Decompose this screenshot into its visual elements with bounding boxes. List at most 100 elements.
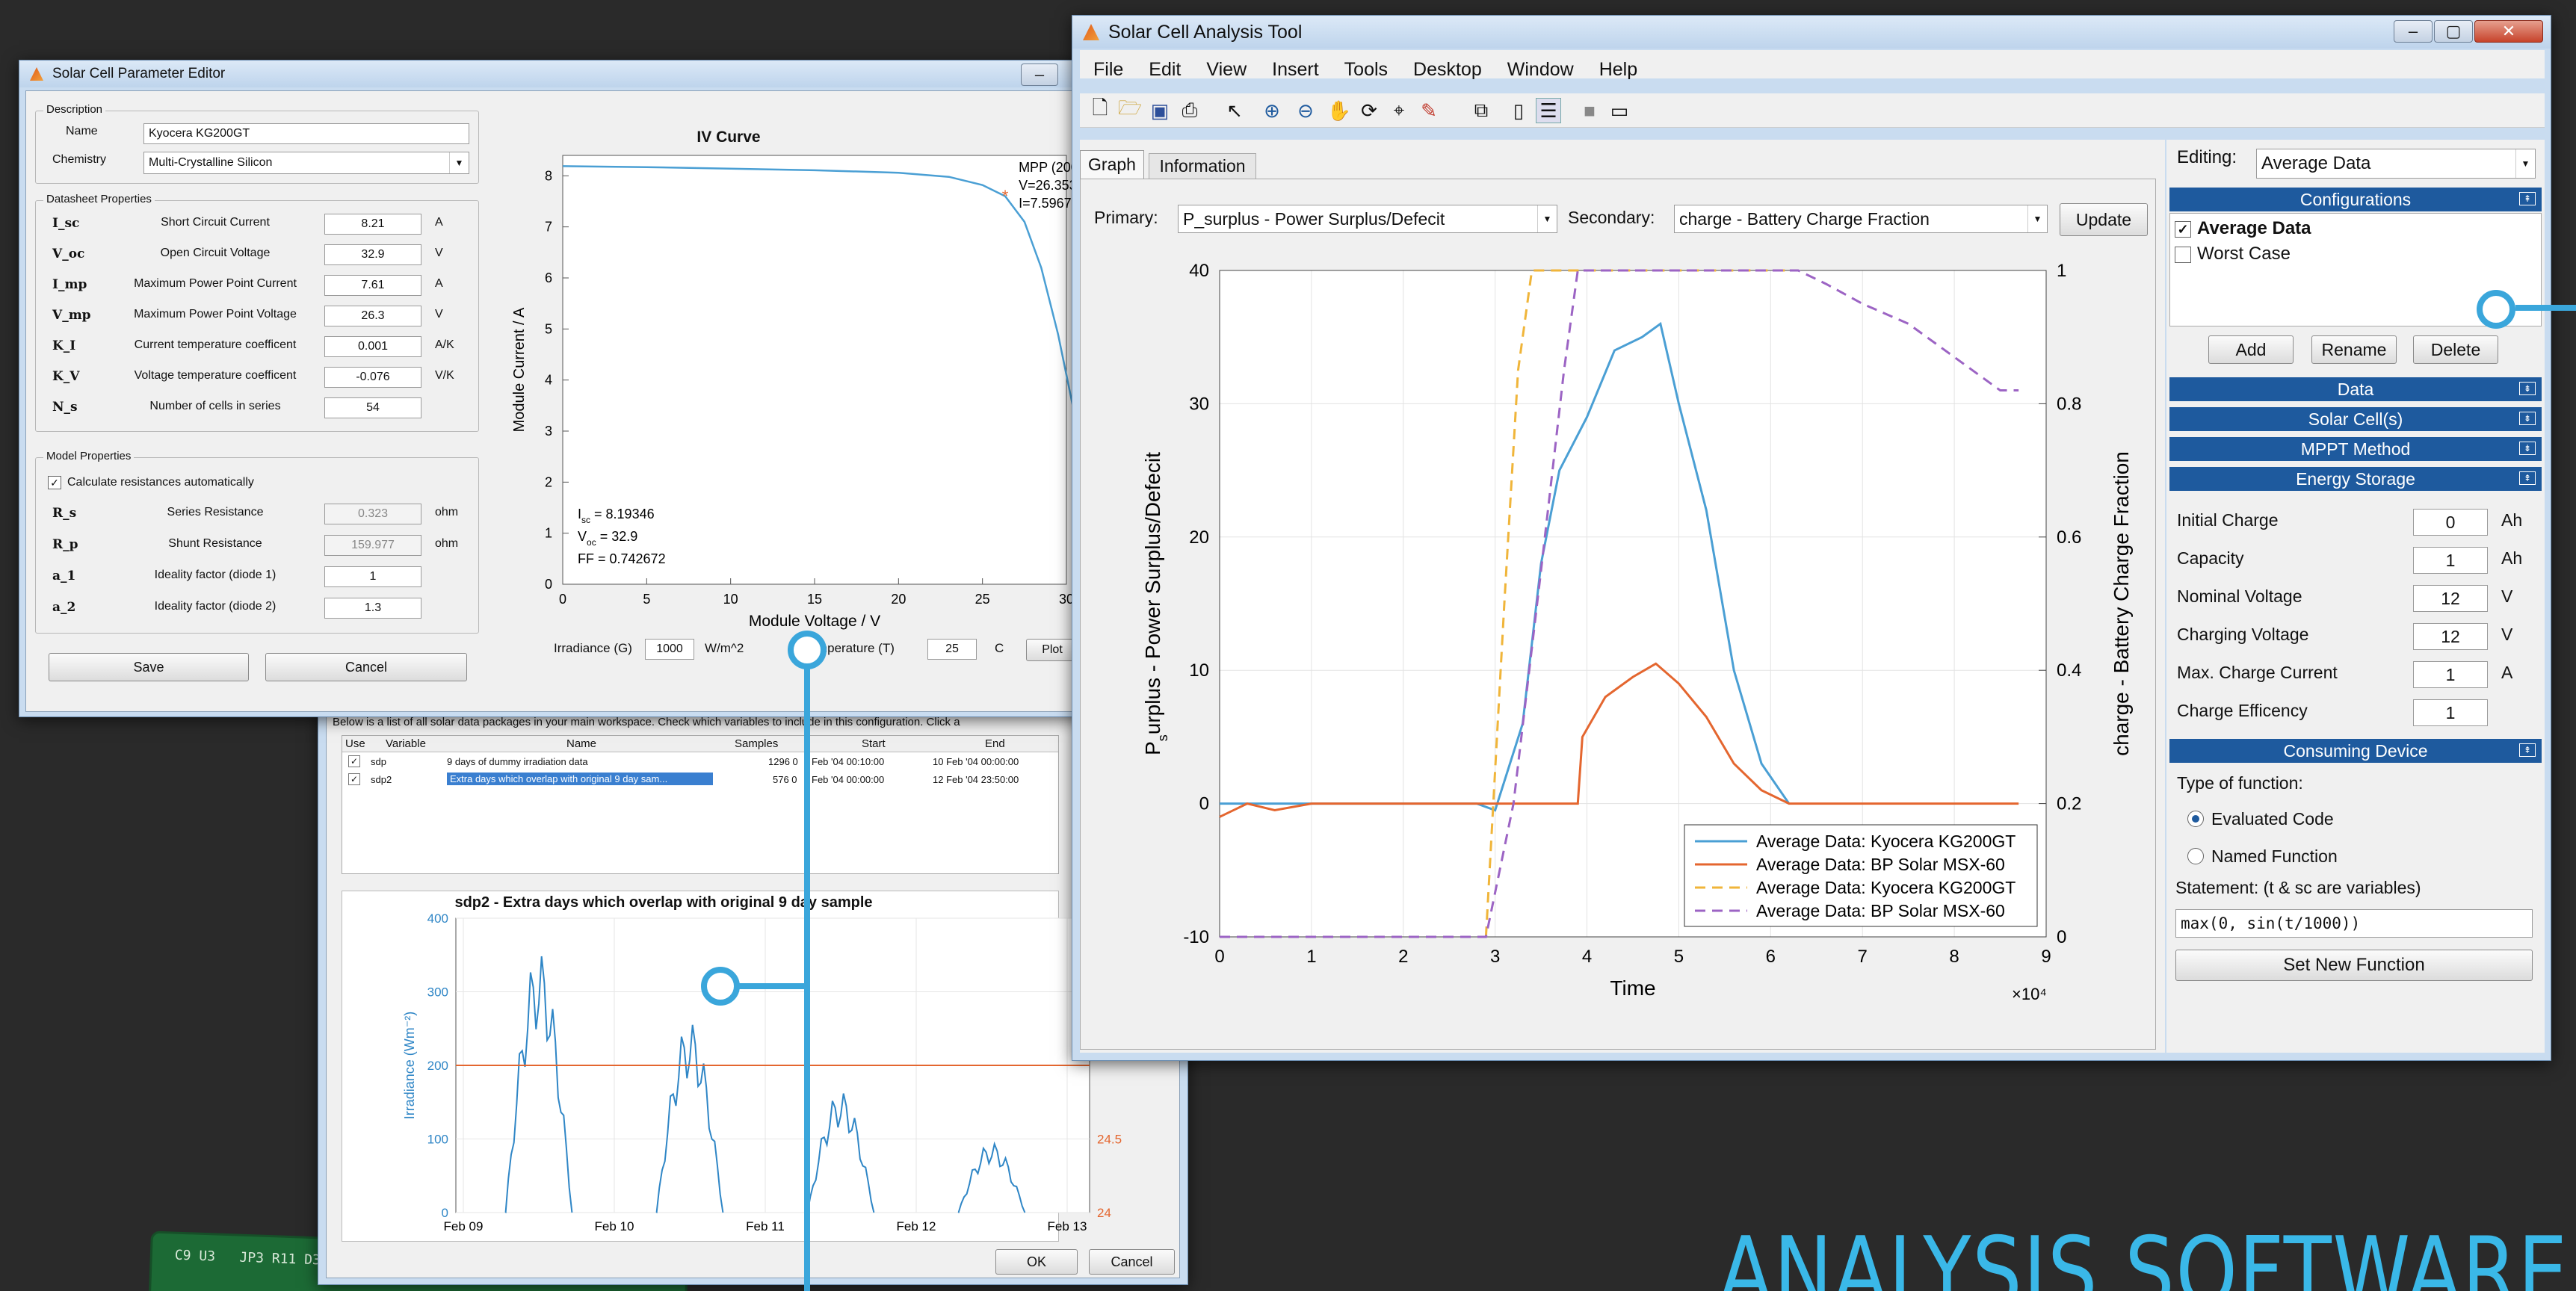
editing-dropdown[interactable]: Average Data ▼: [2256, 149, 2536, 179]
row-samples: 1296 0: [768, 756, 798, 767]
dock-icon[interactable]: ▭: [1610, 99, 1629, 122]
row-checkbox[interactable]: ✓: [348, 773, 360, 785]
print-icon[interactable]: ⎙: [1182, 99, 1198, 121]
set-new-function-button[interactable]: Set New Function: [2175, 950, 2533, 981]
add-button[interactable]: Add: [2208, 335, 2294, 364]
table-row[interactable]: ✓ sdp2 Extra days which overlap with ori…: [342, 772, 1058, 788]
collapse-icon[interactable]: ⇞: [2519, 471, 2536, 485]
col-variable[interactable]: Variable: [386, 737, 426, 750]
solar-cells-section-header[interactable]: Solar Cell(s) ⇟: [2169, 407, 2542, 431]
energy-storage-header[interactable]: Energy Storage ⇞: [2169, 467, 2542, 491]
zoom-out-icon[interactable]: ⊖: [1297, 99, 1314, 122]
irradiance-field[interactable]: 1000: [645, 639, 694, 660]
data-cursor-icon[interactable]: ⌖: [1393, 99, 1405, 121]
expand-icon[interactable]: ⇟: [2519, 382, 2536, 395]
brush-icon[interactable]: ✎: [1421, 99, 1437, 122]
param-value-field[interactable]: 26.3: [324, 306, 421, 326]
pan-hand-icon[interactable]: ✋: [1326, 99, 1352, 122]
row-checkbox[interactable]: ✓: [348, 755, 360, 767]
link-plot-icon[interactable]: ⧉: [1474, 99, 1489, 121]
param-value-field[interactable]: -0.076: [324, 367, 421, 388]
section-title: Solar Cell(s): [2308, 409, 2403, 429]
mppt-section-header[interactable]: MPPT Method ⇟: [2169, 437, 2542, 461]
config-checkbox[interactable]: [2175, 246, 2191, 263]
storage-value-field[interactable]: 1: [2413, 661, 2488, 688]
data-section-header[interactable]: Data ⇟: [2169, 377, 2542, 401]
plot-button[interactable]: Plot: [1026, 639, 1078, 661]
minimize-button[interactable]: –: [2394, 20, 2433, 43]
menu-help[interactable]: Help: [1599, 59, 1638, 80]
col-name[interactable]: Name: [566, 737, 597, 750]
param-value-field[interactable]: 54: [324, 397, 421, 418]
legend-icon[interactable]: ☰: [1536, 98, 1561, 123]
chemistry-dropdown[interactable]: Multi-Crystalline Silicon ▼: [143, 152, 469, 174]
table-row[interactable]: ✓ sdp 9 days of dummy irradiation data 1…: [342, 754, 1058, 770]
col-samples[interactable]: Samples: [735, 737, 779, 750]
cancel-button[interactable]: Cancel: [265, 653, 467, 681]
config-checkbox[interactable]: ✓: [2175, 220, 2191, 238]
update-button[interactable]: Update: [2060, 203, 2148, 236]
col-start[interactable]: Start: [862, 737, 886, 750]
param-value-field[interactable]: 8.21: [324, 214, 421, 235]
hide-tools-icon[interactable]: ■: [1584, 99, 1596, 122]
name-field[interactable]: Kyocera KG200GT: [143, 123, 469, 144]
col-end[interactable]: End: [985, 737, 1005, 750]
tab-graph[interactable]: Graph: [1080, 150, 1144, 179]
expand-icon[interactable]: ⇟: [2519, 442, 2536, 455]
storage-value-field[interactable]: 1: [2413, 547, 2488, 574]
secondary-dropdown[interactable]: charge - Battery Charge Fraction ▼: [1674, 205, 2048, 233]
collapse-icon[interactable]: ⇞: [2519, 192, 2536, 205]
pointer-icon[interactable]: ↖: [1226, 99, 1243, 122]
storage-value-field[interactable]: 12: [2413, 585, 2488, 612]
list-item[interactable]: ✓ Average Data: [2175, 218, 2311, 239]
menu-insert[interactable]: Insert: [1272, 59, 1319, 80]
param-value-field[interactable]: 1: [324, 566, 421, 587]
y-tick-label: 10: [1189, 660, 1209, 681]
statement-input[interactable]: max(0, sin(t/1000)): [2175, 909, 2533, 938]
colorbar-icon[interactable]: ▯: [1513, 99, 1525, 122]
storage-value-field[interactable]: 1: [2413, 699, 2488, 726]
save-icon[interactable]: ▣: [1150, 99, 1170, 122]
temperature-field[interactable]: 25: [927, 639, 977, 660]
zoom-in-icon[interactable]: ⊕: [1264, 99, 1280, 122]
open-folder-icon[interactable]: 🗁: [1117, 96, 1143, 119]
expand-icon[interactable]: ⇟: [2519, 412, 2536, 425]
data-cancel-button[interactable]: Cancel: [1089, 1249, 1175, 1275]
description-group: Description Name Kyocera KG200GT Chemist…: [35, 103, 479, 184]
collapse-icon[interactable]: ⇞: [2519, 743, 2536, 757]
tab-information[interactable]: Information: [1149, 153, 1256, 179]
menu-tools[interactable]: Tools: [1344, 59, 1389, 80]
param-value-field[interactable]: 32.9: [324, 244, 421, 265]
menu-desktop[interactable]: Desktop: [1413, 59, 1482, 80]
minimize-button[interactable]: –: [1021, 64, 1058, 86]
secondary-value: charge - Battery Charge Fraction: [1679, 209, 1930, 229]
rename-button[interactable]: Rename: [2311, 335, 2397, 364]
calc-resistance-checkbox[interactable]: ✓: [48, 476, 61, 489]
maximize-button[interactable]: ▢: [2434, 20, 2473, 43]
menu-file[interactable]: File: [1093, 59, 1124, 80]
menu-view[interactable]: View: [1206, 59, 1247, 80]
evaluated-code-radio[interactable]: [2187, 811, 2204, 827]
menu-edit[interactable]: Edit: [1149, 59, 1182, 80]
y-tick-label: 20: [1189, 527, 1209, 548]
menu-window[interactable]: Window: [1507, 59, 1574, 80]
param-value-field[interactable]: 1.3: [324, 598, 421, 619]
close-button[interactable]: ✕: [2474, 20, 2543, 43]
col-use[interactable]: Use: [345, 737, 365, 750]
param-value-field[interactable]: 0.001: [324, 336, 421, 357]
save-button[interactable]: Save: [49, 653, 249, 681]
consuming-device-header[interactable]: Consuming Device ⇞: [2169, 739, 2542, 763]
storage-value-field[interactable]: 0: [2413, 509, 2488, 536]
list-item[interactable]: Worst Case: [2175, 244, 2291, 264]
storage-value-field[interactable]: 12: [2413, 623, 2488, 650]
primary-dropdown[interactable]: P_surplus - Power Surplus/Defecit ▼: [1178, 205, 1557, 233]
param-value-field[interactable]: 7.61: [324, 275, 421, 296]
param-symbol: a_1: [52, 569, 76, 583]
rotate-icon[interactable]: ⟳: [1361, 99, 1377, 122]
configurations-header[interactable]: Configurations ⇞: [2169, 188, 2542, 211]
x-tick-label: 15: [807, 592, 822, 607]
new-file-icon[interactable]: 🗋: [1092, 96, 1108, 119]
data-ok-button[interactable]: OK: [995, 1249, 1078, 1275]
delete-button[interactable]: Delete: [2413, 335, 2498, 364]
named-function-radio[interactable]: [2187, 848, 2204, 864]
